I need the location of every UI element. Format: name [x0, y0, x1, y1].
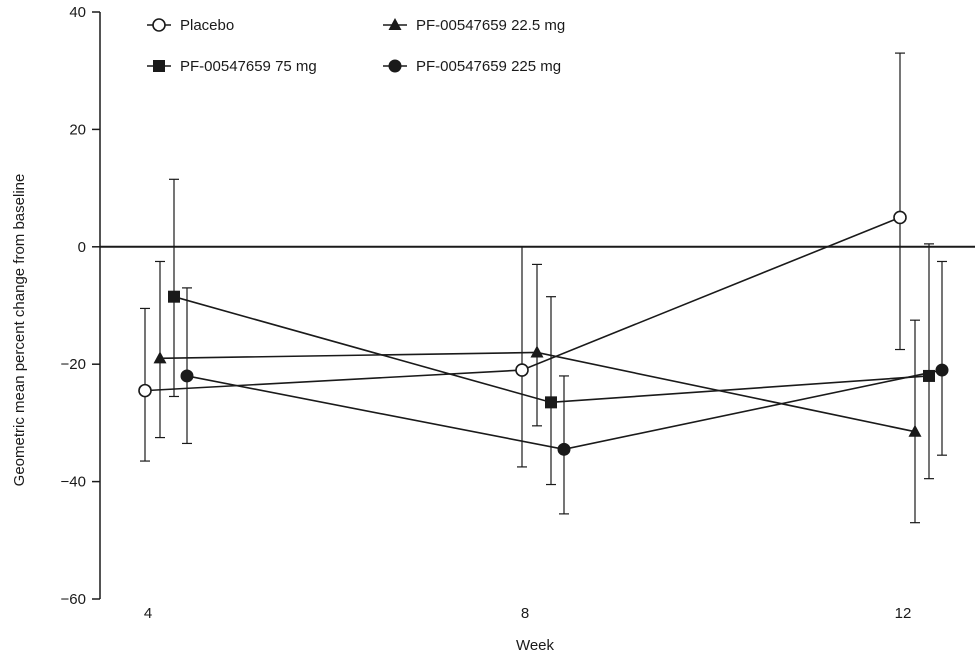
legend-marker-pf-00547659-75-mg: [153, 60, 165, 72]
legend-marker-placebo: [152, 18, 166, 32]
legend: Placebo PF-00547659 22.5 mg PF-00547659 75…: [147, 17, 565, 75]
x-tick-label: 4: [144, 605, 152, 622]
data-point-pf-00547659-225-mg: [935, 363, 949, 377]
data-point-placebo: [893, 210, 907, 225]
legend-label-pf-00547659-75-mg: PF-00547659 75 mg: [180, 58, 317, 75]
axes-group: 40 20 0 −20 −40 −60 4 8 12: [61, 4, 975, 622]
data-point-pf-00547659-22-5-mg: [153, 351, 167, 364]
data-point-pf-00547659-225-mg: [180, 369, 194, 383]
data-point-pf-00547659-22-5-mg: [908, 424, 922, 437]
y-tick-label: 0: [78, 239, 86, 256]
error-bars-group: [140, 52, 947, 524]
y-tick-label: 40: [69, 4, 86, 21]
x-tick-label: 12: [895, 605, 912, 622]
data-point-pf-00547659-75-mg: [923, 369, 935, 382]
data-point-pf-00547659-75-mg: [545, 396, 557, 409]
data-point-pf-00547659-22-5-mg: [530, 345, 544, 358]
markers-group: [138, 210, 949, 456]
y-tick-label: −40: [61, 474, 86, 491]
data-point-placebo: [138, 383, 152, 398]
legend-label-pf-00547659-22-5-mg: PF-00547659 22.5 mg: [416, 17, 565, 34]
y-tick-label: 20: [69, 121, 86, 138]
y-tick-label: −20: [61, 356, 86, 373]
y-axis-title: Geometric mean percent change from basel…: [11, 174, 28, 487]
x-tick-label: 8: [521, 605, 529, 622]
data-point-placebo: [515, 363, 529, 377]
y-tick-label: −60: [61, 591, 86, 608]
legend-label-placebo: Placebo: [180, 17, 234, 34]
legend-label-pf-00547659-225-mg: PF-00547659 225 mg: [416, 58, 561, 75]
data-point-pf-00547659-225-mg: [557, 442, 571, 456]
legend-marker-pf-00547659-22-5-mg: [388, 18, 402, 30]
data-point-pf-00547659-75-mg: [168, 290, 180, 303]
series-lines-group: [144, 216, 943, 451]
legend-marker-pf-00547659-225-mg: [388, 59, 402, 73]
x-axis-title: Week: [516, 637, 555, 654]
